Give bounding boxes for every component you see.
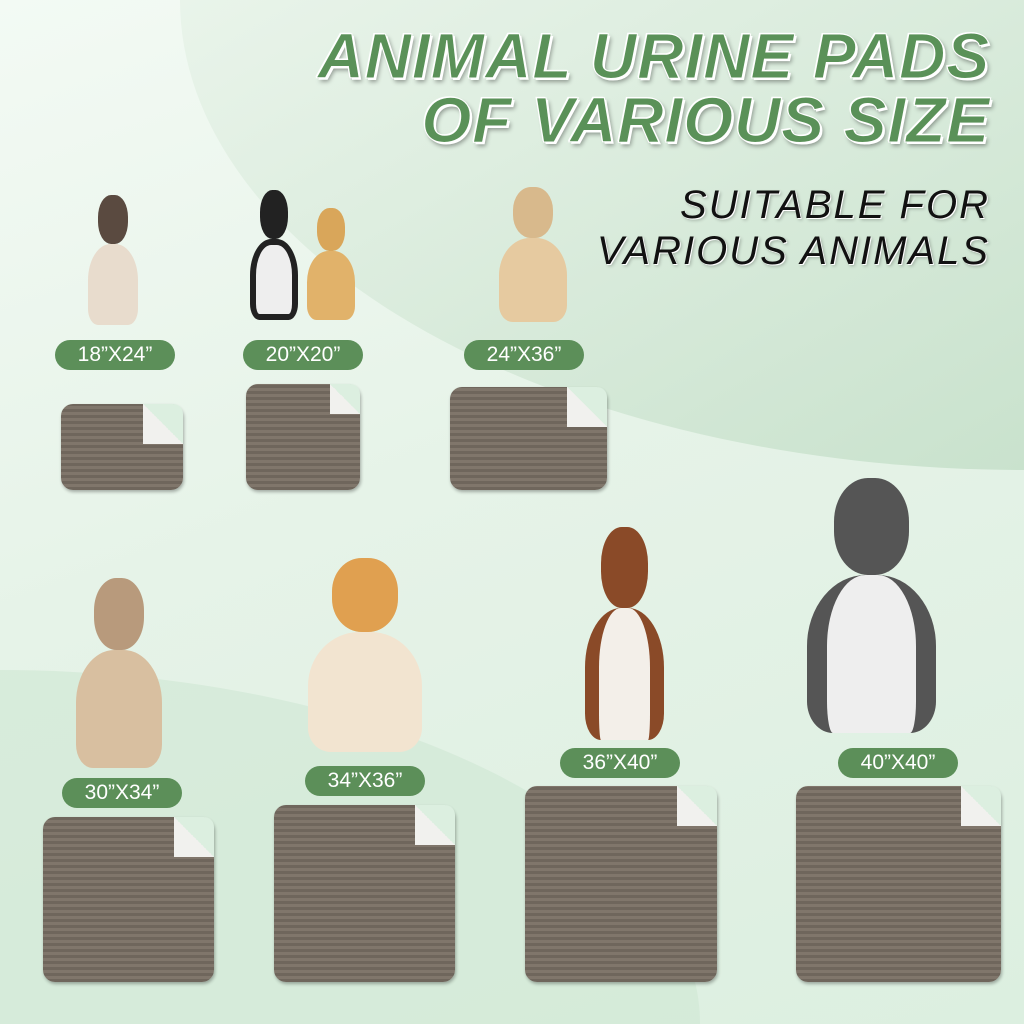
pad-20x20 xyxy=(246,384,360,490)
dog-image xyxy=(488,187,578,322)
size-label: 20”X20” xyxy=(243,340,363,370)
australian-shepherd-image xyxy=(572,527,677,740)
pad-24x36 xyxy=(450,387,607,490)
folded-corner xyxy=(677,786,717,826)
pad-18x24 xyxy=(61,404,183,490)
folded-corner xyxy=(415,805,455,845)
subheadline-line: SUITABLE FOR xyxy=(680,183,990,227)
folded-corner xyxy=(567,387,607,427)
puppy-image xyxy=(300,208,362,320)
size-label: 34”X36” xyxy=(305,766,425,796)
headline-line: ANIMAL URINE PADS xyxy=(317,20,990,92)
corgi-image xyxy=(290,558,440,752)
size-label: 36”X40” xyxy=(560,748,680,778)
headline: ANIMAL URINE PADS OF VARIOUS SIZE xyxy=(317,20,990,156)
folded-corner xyxy=(330,384,360,414)
folded-corner xyxy=(174,817,214,857)
pug-image xyxy=(63,578,175,768)
size-label: 40”X40” xyxy=(838,748,958,778)
subheadline: SUITABLE FOR VARIOUS ANIMALS xyxy=(597,182,990,274)
size-label: 24”X36” xyxy=(464,340,584,370)
headline-line: OF VARIOUS SIZE xyxy=(421,84,990,156)
size-label: 18”X24” xyxy=(55,340,175,370)
husky-image xyxy=(786,478,957,733)
folded-corner xyxy=(961,786,1001,826)
siamese-cat-image xyxy=(80,195,146,325)
size-label: 30”X34” xyxy=(62,778,182,808)
pad-36x40 xyxy=(525,786,717,982)
pad-40x40 xyxy=(796,786,1001,982)
pad-30x34 xyxy=(43,817,214,982)
subheadline-line: VARIOUS ANIMALS xyxy=(596,229,990,273)
folded-corner xyxy=(143,404,183,444)
pad-34x36 xyxy=(274,805,455,982)
tuxedo-cat-image xyxy=(243,190,305,320)
